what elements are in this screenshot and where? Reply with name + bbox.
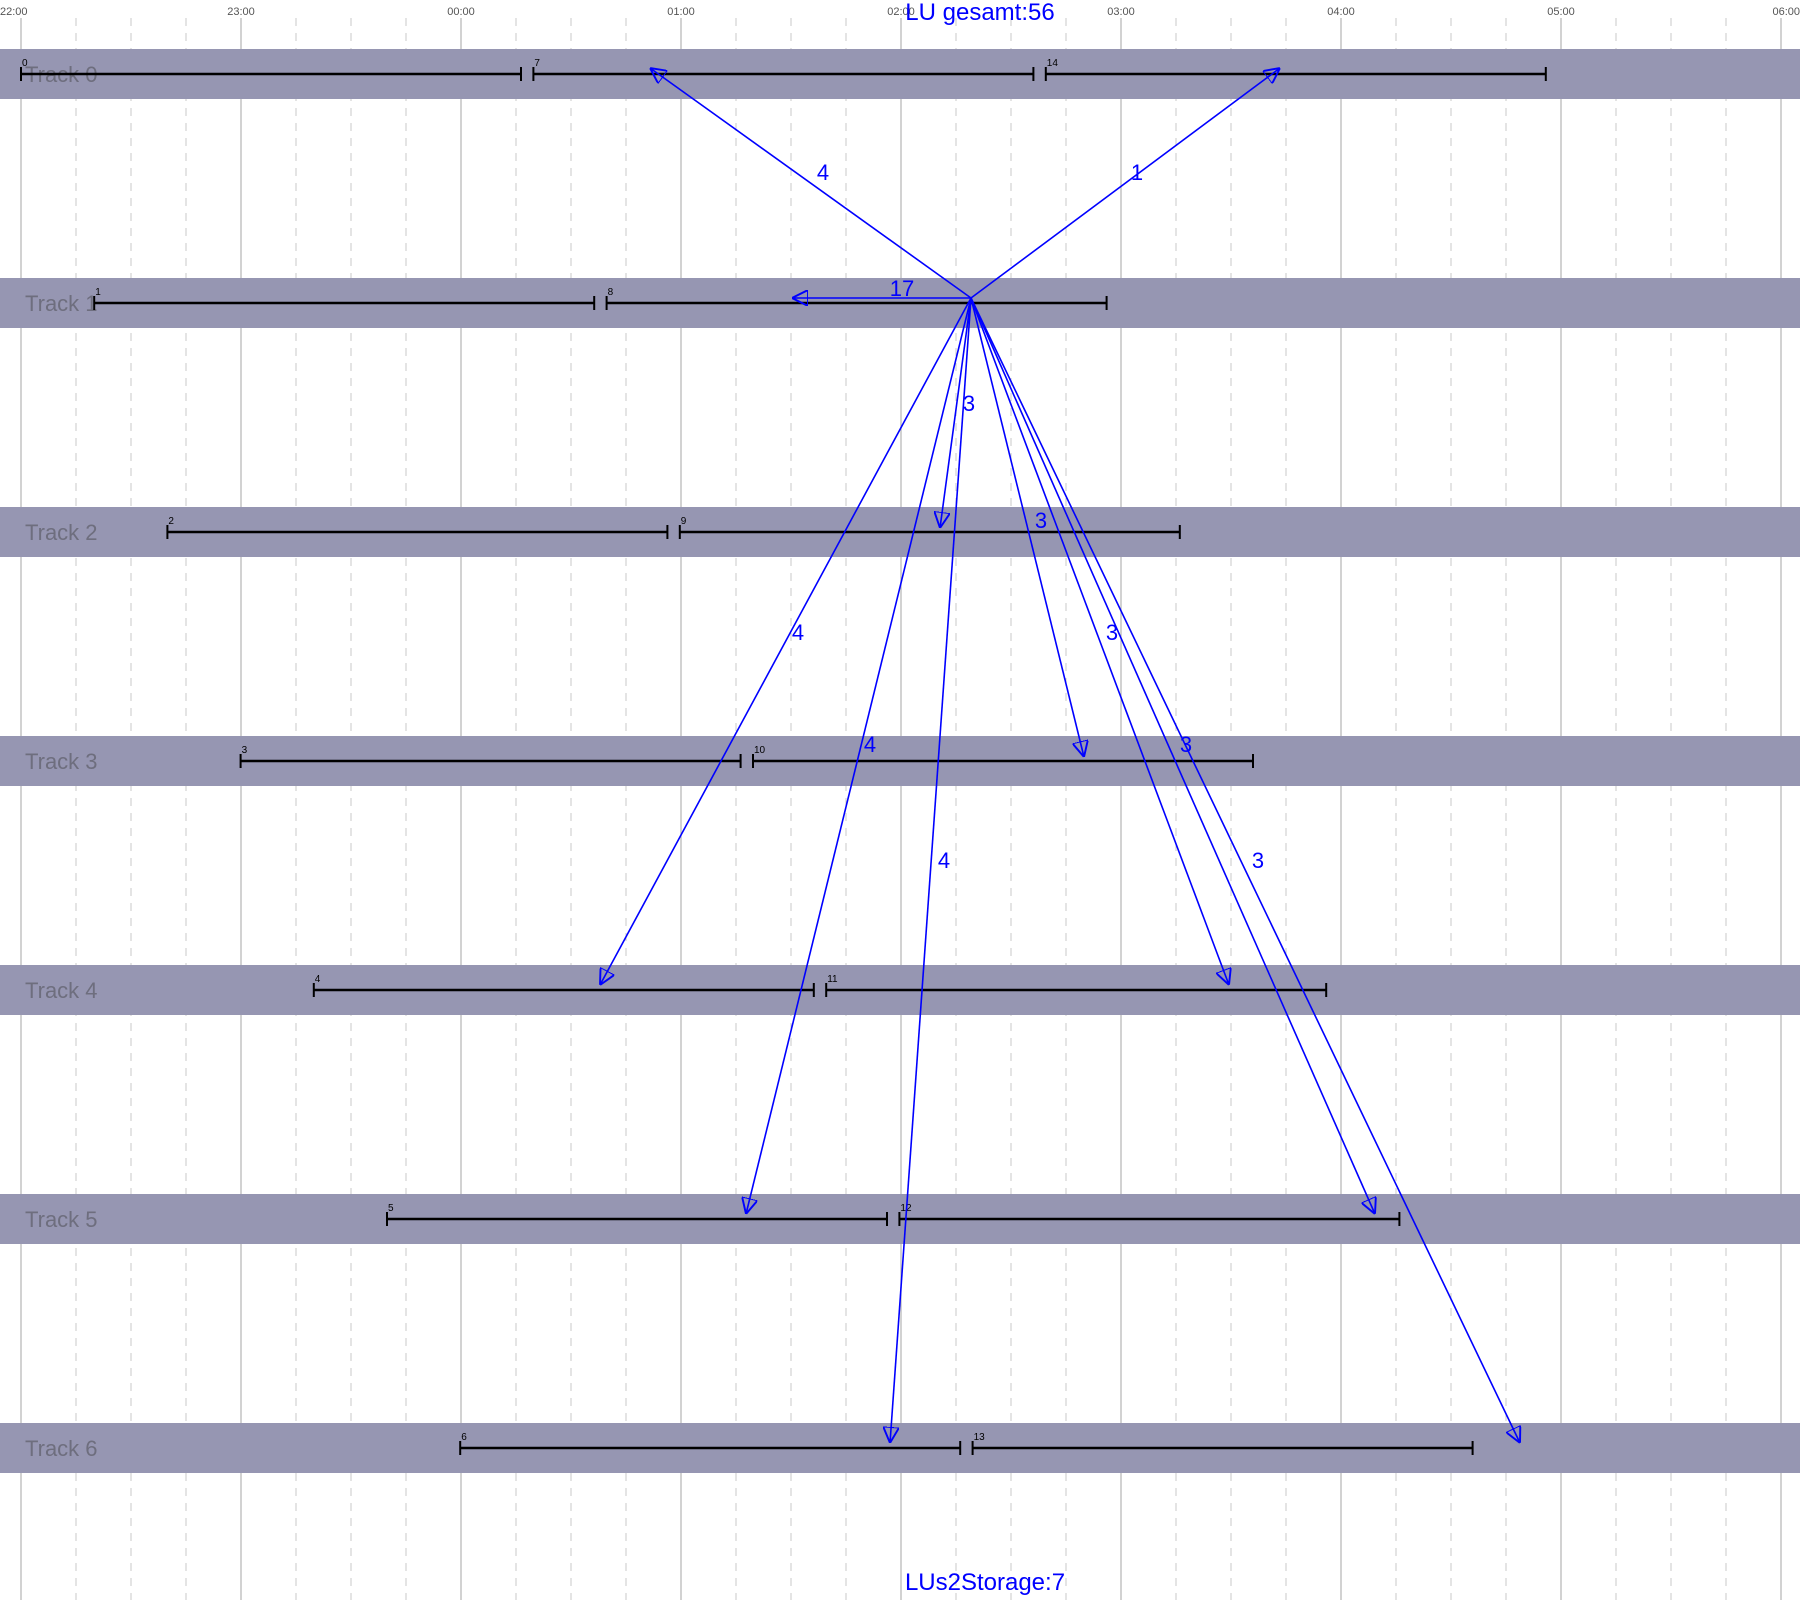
time-tick-label: 01:00 (667, 6, 695, 18)
time-tick-label: 00:00 (447, 6, 475, 18)
track-label: Track 1 (25, 291, 98, 316)
transfer-arrow (970, 68, 1280, 299)
track-label: Track 5 (25, 1207, 98, 1232)
transfer-count-label: 4 (938, 848, 950, 873)
header-title: LU gesamt:56 (905, 0, 1054, 26)
transfer-arrow (746, 297, 972, 1214)
track-label: Track 3 (25, 749, 98, 774)
time-tick-label: 06:00 (1772, 6, 1800, 18)
track-label: Track 4 (25, 978, 98, 1003)
lu-id-label: 13 (974, 1432, 986, 1443)
lu-id-label: 9 (681, 516, 687, 527)
time-tick-label: 04:00 (1327, 6, 1355, 18)
footer-summary: LUs2Storage:7 (905, 1569, 1065, 1596)
lu-segments: 01234567891011121314 (20, 58, 1547, 1455)
transfer-count-label: 4 (817, 160, 829, 185)
lu-id-label: 8 (608, 287, 614, 298)
transfer-arrow (650, 68, 972, 299)
transfer-arrow (970, 297, 1375, 1214)
transfer-count-label: 17 (890, 276, 914, 301)
transfer-count-label: 3 (1252, 848, 1264, 873)
lu-id-label: 3 (242, 745, 248, 756)
transfer-arrow (890, 297, 972, 1443)
time-tick-label: 22:00 (0, 6, 28, 18)
time-tick-label: 02:00 (887, 6, 915, 18)
track-label: Track 2 (25, 520, 98, 545)
transfer-count-label: 4 (792, 620, 804, 645)
transfer-arrow (970, 297, 1229, 985)
time-tick-label: 05:00 (1547, 6, 1575, 18)
lu-id-label: 14 (1047, 58, 1059, 69)
lu-id-label: 11 (827, 974, 838, 985)
transfer-arrow (970, 297, 1084, 757)
lu-id-label: 7 (534, 58, 540, 69)
transfer-arrow (970, 297, 1520, 1443)
lu-id-label: 4 (315, 974, 321, 985)
time-tick-label: 23:00 (227, 6, 255, 18)
lu-id-label: 10 (754, 745, 766, 756)
transfer-arrow (600, 297, 972, 985)
lu-id-label: 1 (95, 287, 101, 298)
track-label: Track 6 (25, 1436, 98, 1461)
time-grid: 22:00 23:00 00:00 01:00 02:00 03:00 04:00 05:00… (0, 6, 1800, 1600)
transfer-count-label: 3 (1106, 620, 1118, 645)
lu-id-label: 6 (461, 1432, 467, 1443)
transfer-count-label: 3 (1035, 508, 1047, 533)
lu-id-label: 5 (388, 1203, 394, 1214)
transfer-count-label: 1 (1131, 160, 1143, 185)
lu-id-label: 2 (168, 516, 174, 527)
transfer-arrow (940, 297, 972, 528)
lu-id-label: 0 (22, 58, 28, 69)
time-tick-label: 03:00 (1107, 6, 1135, 18)
transfer-count-label: 3 (963, 391, 975, 416)
transfer-count-label: 4 (864, 732, 876, 757)
